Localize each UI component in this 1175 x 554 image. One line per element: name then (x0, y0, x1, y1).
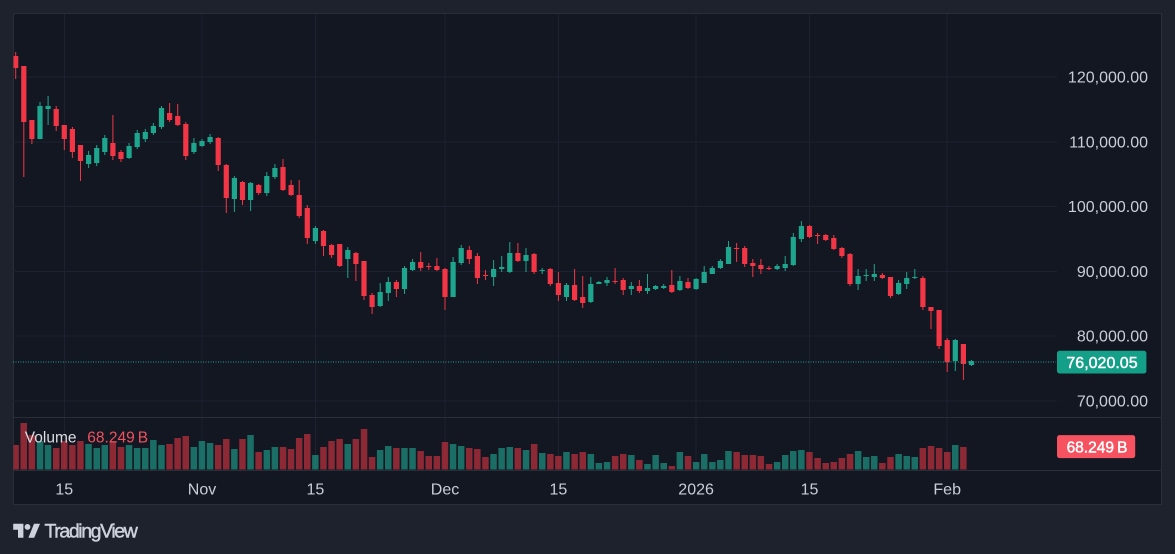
svg-text:15: 15 (550, 482, 568, 499)
svg-text:68.249 B: 68.249 B (1067, 439, 1128, 456)
svg-text:120,000.00: 120,000.00 (1068, 70, 1148, 87)
svg-text:Volume: Volume (25, 430, 77, 447)
svg-text:Nov: Nov (188, 482, 216, 499)
svg-text:15: 15 (55, 482, 73, 499)
svg-text:2026: 2026 (678, 482, 714, 499)
svg-text:100,000.00: 100,000.00 (1068, 199, 1148, 216)
svg-text:80,000.00: 80,000.00 (1077, 329, 1148, 346)
svg-text:15: 15 (801, 482, 819, 499)
svg-text:Feb: Feb (933, 482, 961, 499)
svg-text:76,020.05: 76,020.05 (1066, 355, 1137, 372)
svg-text:70,000.00: 70,000.00 (1077, 394, 1148, 411)
svg-text:68.249 B: 68.249 B (87, 430, 148, 447)
svg-text:90,000.00: 90,000.00 (1077, 264, 1148, 281)
svg-text:110,000.00: 110,000.00 (1069, 134, 1148, 151)
svg-text:TradingView: TradingView (45, 520, 139, 542)
svg-text:Dec: Dec (431, 482, 459, 499)
svg-text:15: 15 (307, 482, 325, 499)
